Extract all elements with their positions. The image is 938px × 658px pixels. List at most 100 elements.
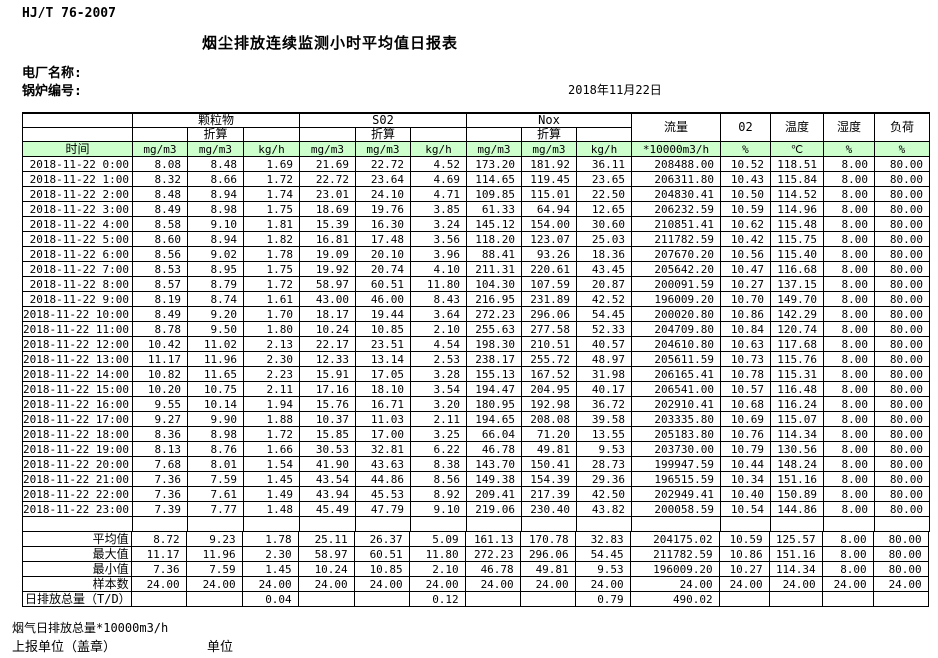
value-cell: 114.65 <box>465 171 522 187</box>
value-cell: 3.85 <box>409 201 467 217</box>
flue-gas-total-label: 烟气日排放总量*10000m3/h <box>12 621 169 635</box>
value-cell: 204830.41 <box>630 186 721 202</box>
time-cell: 2018-11-22 21:00 <box>22 471 133 487</box>
data-row: 2018-11-22 14:00 10.82 11.65 2.23 15.91 17.05… <box>22 366 930 382</box>
group-header-row: 颗粒物 S02 Nox 流量 02 温度 湿度 负荷 <box>22 112 930 142</box>
value-cell: 173.20 <box>465 156 522 172</box>
summary-value-cell: 24.00 <box>574 576 631 592</box>
value-cell: 8.57 <box>131 276 188 292</box>
value-cell: 2.10 <box>409 321 467 337</box>
time-cell: 2018-11-22 20:00 <box>22 456 133 472</box>
summary-value-cell <box>872 591 929 607</box>
value-cell: 204.95 <box>520 381 577 397</box>
value-cell: 10.82 <box>131 366 188 382</box>
value-cell: 11.65 <box>186 366 244 382</box>
empty-cell <box>520 516 577 532</box>
summary-value-cell: 8.00 <box>821 546 874 562</box>
value-cell: 200091.59 <box>630 276 721 292</box>
value-cell: 25.03 <box>575 231 632 247</box>
value-cell: 8.79 <box>186 276 244 292</box>
value-cell: 10.43 <box>719 171 771 187</box>
value-cell: 18.69 <box>298 201 356 217</box>
summary-label: 样本数 <box>22 576 132 592</box>
value-cell: 142.29 <box>769 306 824 322</box>
data-row: 2018-11-22 17:00 9.27 9.90 1.88 10.37 11.03 2.… <box>22 411 930 427</box>
empty-cell <box>575 516 632 532</box>
value-cell: 8.00 <box>822 336 875 352</box>
data-row: 2018-11-22 15:00 10.20 10.75 2.11 17.16 18.10… <box>22 381 930 397</box>
value-cell: 8.00 <box>822 276 875 292</box>
value-cell: 8.53 <box>131 261 188 277</box>
value-cell: 8.49 <box>131 306 188 322</box>
value-cell: 206232.59 <box>630 201 721 217</box>
unit-header-temperature: ℃ <box>769 141 824 157</box>
value-cell: 145.12 <box>465 216 522 232</box>
unit-header-pm-rate: kg/h <box>242 141 300 157</box>
value-cell: 8.92 <box>409 486 467 502</box>
value-cell: 3.25 <box>409 426 467 442</box>
value-cell: 16.81 <box>298 231 356 247</box>
value-cell: 8.00 <box>822 396 875 412</box>
value-cell: 21.69 <box>298 156 356 172</box>
summary-value-cell: 10.24 <box>297 561 355 577</box>
summary-value-cell <box>297 591 355 607</box>
value-cell: 10.85 <box>354 321 411 337</box>
summary-row: 平均值 8.72 9.23 1.78 25.11 26.37 5.09 161.13 170.7… <box>22 531 929 547</box>
value-cell: 8.48 <box>186 156 244 172</box>
summary-value-cell: 5.09 <box>408 531 466 547</box>
data-row: 2018-11-22 4:00 8.58 9.10 1.81 15.39 16.30 3.2… <box>22 216 930 232</box>
spacer-cell <box>242 127 300 142</box>
value-cell: 17.48 <box>354 231 411 247</box>
value-cell: 143.70 <box>465 456 522 472</box>
value-cell: 204709.80 <box>630 321 721 337</box>
value-cell: 44.86 <box>354 471 411 487</box>
value-cell: 4.71 <box>409 186 467 202</box>
summary-value-cell <box>821 591 874 607</box>
value-cell: 20.87 <box>575 276 632 292</box>
value-cell: 64.94 <box>520 201 577 217</box>
summary-value-cell: 24.00 <box>519 576 576 592</box>
summary-value-cell: 25.11 <box>297 531 355 547</box>
value-cell: 80.00 <box>873 246 930 262</box>
spacer-cell <box>575 127 632 142</box>
time-cell: 2018-11-22 7:00 <box>22 261 133 277</box>
value-cell: 80.00 <box>873 456 930 472</box>
value-cell: 36.72 <box>575 396 632 412</box>
data-row: 2018-11-22 8:00 8.57 8.79 1.72 58.97 60.51 11.… <box>22 276 930 292</box>
value-cell: 8.00 <box>822 456 875 472</box>
value-cell: 7.61 <box>186 486 244 502</box>
spacer-cell <box>298 127 356 142</box>
value-cell: 10.57 <box>719 381 771 397</box>
unit-header-nox-converted: mg/m3 <box>520 141 577 157</box>
data-row: 2018-11-22 16:00 9.55 10.14 1.94 15.76 16.71 3… <box>22 396 930 412</box>
value-cell: 8.36 <box>131 426 188 442</box>
value-cell: 7.36 <box>131 486 188 502</box>
time-cell: 2018-11-22 10:00 <box>22 306 133 322</box>
value-cell: 9.20 <box>186 306 244 322</box>
value-cell: 17.16 <box>298 381 356 397</box>
value-cell: 46.78 <box>465 441 522 457</box>
value-cell: 40.17 <box>575 381 632 397</box>
unit-header-so2: mg/m3 <box>298 141 356 157</box>
value-cell: 8.95 <box>186 261 244 277</box>
summary-value-cell: 80.00 <box>872 531 929 547</box>
summary-value-cell <box>718 591 770 607</box>
value-cell: 49.81 <box>520 441 577 457</box>
value-cell: 9.53 <box>575 441 632 457</box>
value-cell: 3.24 <box>409 216 467 232</box>
value-cell: 80.00 <box>873 156 930 172</box>
time-cell: 2018-11-22 9:00 <box>22 291 133 307</box>
value-cell: 8.00 <box>822 501 875 517</box>
converted-header-row: 折算 折算 折算 <box>22 127 930 142</box>
value-cell: 80.00 <box>873 411 930 427</box>
value-cell: 3.96 <box>409 246 467 262</box>
data-row: 2018-11-22 0:00 8.08 8.48 1.69 21.69 22.72 4.5… <box>22 156 930 172</box>
value-cell: 19.92 <box>298 261 356 277</box>
value-cell: 15.39 <box>298 216 356 232</box>
value-cell: 115.76 <box>769 351 824 367</box>
value-cell: 8.00 <box>822 351 875 367</box>
value-cell: 1.82 <box>242 231 300 247</box>
value-cell: 1.72 <box>242 276 300 292</box>
value-cell: 1.81 <box>242 216 300 232</box>
value-cell: 130.56 <box>769 441 824 457</box>
